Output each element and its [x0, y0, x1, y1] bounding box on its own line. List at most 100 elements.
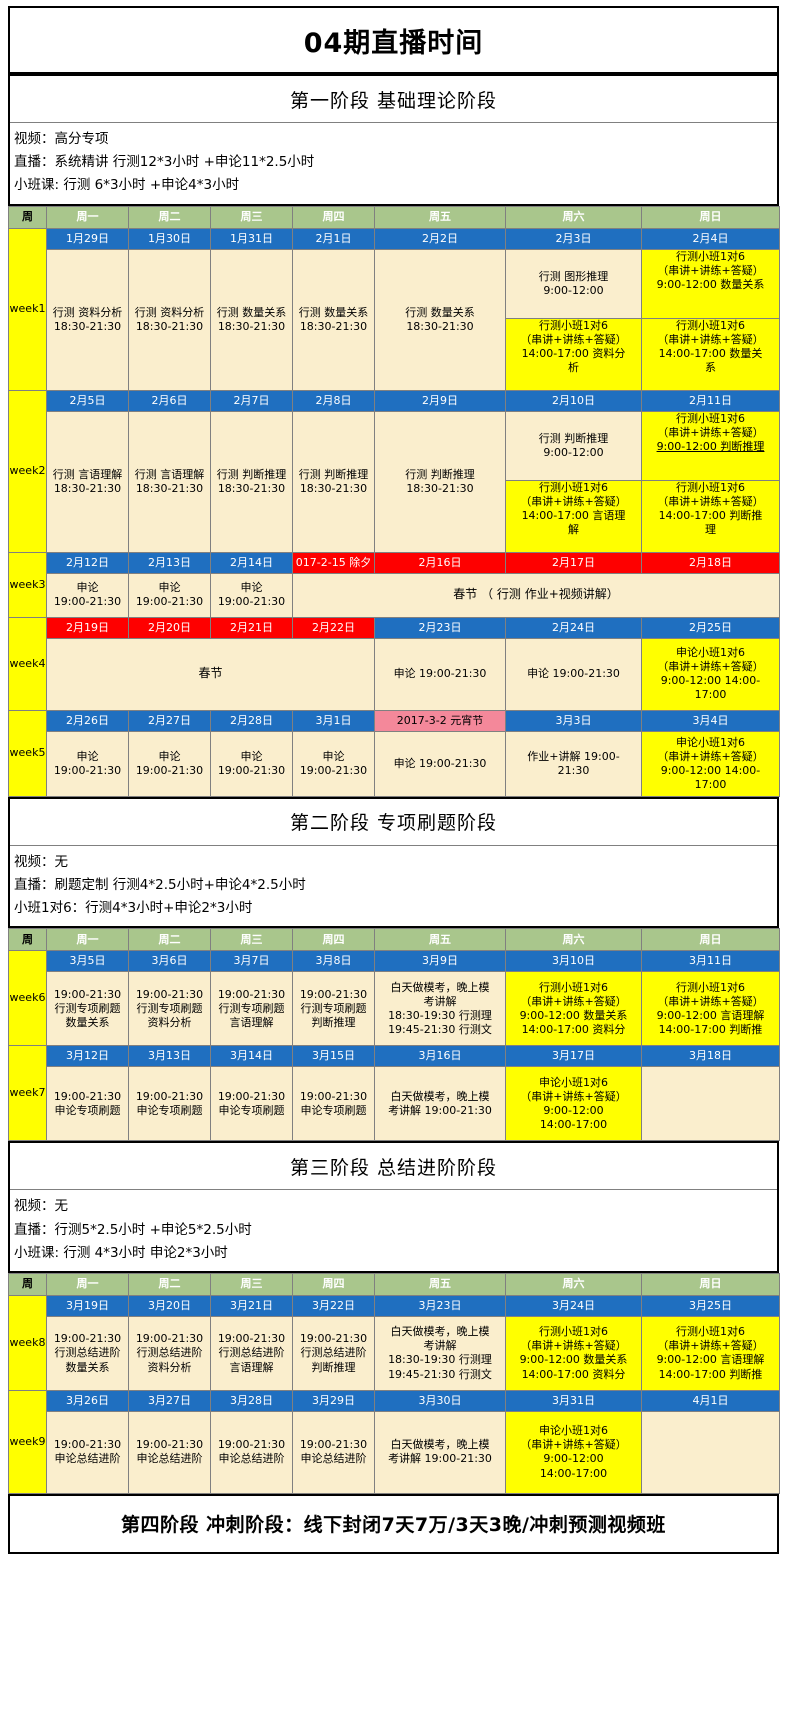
date-cell: 3月19日 — [46, 1294, 129, 1317]
class-subject: 行测小班1对6 — [676, 318, 745, 332]
class-cell: 19:00-21:30 申论专项刷题 — [128, 1066, 211, 1142]
class-subject: 申论 — [76, 749, 99, 763]
class-subject: 申论小班1对6 — [539, 1424, 608, 1438]
class-note-cont: 考讲解 — [423, 1339, 457, 1353]
class-time-cont: 系 — [705, 360, 716, 374]
class-subject: 申论 — [76, 581, 99, 595]
date-cell: 3月30日 — [374, 1389, 506, 1412]
week7-date-row: week7 3月12日 3月13日 3月14日 3月15日 3月16日 3月17… — [8, 1045, 780, 1142]
class-subject: 申论小班1对6 — [676, 646, 745, 659]
class-subject: 申论总结进阶 — [136, 1452, 203, 1466]
class-subject: 行测专项刷题 — [136, 1001, 203, 1015]
class-detail: （串讲+讲练+答疑） — [657, 425, 764, 439]
class-time: 19:00-21:30 — [299, 763, 368, 777]
class-subject: 行测 言语理解 — [52, 467, 123, 481]
week-label-week3: week3 — [8, 551, 47, 618]
class-time: 19:00-21:30 — [217, 763, 286, 777]
date-cell: 3月21日 — [210, 1294, 293, 1317]
class-detail: （串讲+讲练+答疑） — [657, 749, 764, 763]
class-topic: 资料分析 — [147, 1015, 192, 1029]
class-cell-bottom: 行测小班1对6 （串讲+讲练+答疑） 14:00-17:00 数量关 系 — [642, 318, 779, 390]
date-cell: 2月13日 — [128, 551, 211, 574]
date-cell: 2月3日 — [505, 227, 642, 250]
class-time: 19:00-21:30 — [217, 595, 286, 609]
date-cell-holiday: 2017-3-2 元宵节 — [374, 709, 506, 732]
week-label-week5: week5 — [8, 709, 47, 797]
col-header-tue: 周二 — [128, 1272, 211, 1296]
col-header-fri: 周五 — [374, 928, 506, 952]
class-topic: 判断推理 — [311, 1015, 356, 1029]
date-cell: 2月22日 — [292, 616, 375, 639]
class-note: 白天做模考，晚上模 — [390, 980, 490, 994]
date-cell: 3月27日 — [128, 1389, 211, 1412]
class-time-2: 14:00-17:00 — [539, 1466, 608, 1480]
class-cell-top: 行测小班1对6 （串讲+讲练+答疑） 9:00-12:00 数量关系 — [642, 250, 779, 319]
date-cell: 2月10日 — [505, 389, 642, 412]
class-subject: 行测小班1对6 — [539, 480, 608, 494]
class-note-cont: 考讲解 — [423, 994, 457, 1008]
class-subject: 申论 — [158, 749, 181, 763]
class-cell: 申论小班1对6 （串讲+讲练+答疑） 9:00-12:00 14:00- 17:… — [641, 730, 780, 797]
class-cell: 申论 19:00-21:30 — [46, 572, 129, 618]
class-subject: 申论专项刷题 — [218, 1103, 285, 1117]
class-time: 21:30 — [557, 763, 590, 777]
class-detail: （串讲+讲练+答疑） — [657, 1339, 764, 1353]
date-cell-holiday: 017-2-15 除夕 — [292, 551, 375, 574]
class-subject: 行测 数量关系 — [216, 305, 287, 319]
stage3-schedule: 周 周一 周二 周三 周四 周五 周六 周日 week8 3月19日 3月20日… — [8, 1272, 780, 1494]
class-cell: 行测 判断推理 18:30-21:30 — [210, 410, 293, 553]
class-subject: 行测小班1对6 — [539, 318, 608, 332]
class-detail: （串讲+讲练+答疑） — [520, 332, 627, 346]
class-cell-bottom: 行测小班1对6 （串讲+讲练+答疑） 14:00-17:00 资料分 析 — [506, 318, 641, 390]
date-cell: 2月21日 — [210, 616, 293, 639]
stage4-heading: 第四阶段 冲刺阶段：线下封闭7天7万/3天3晚/冲刺预测视频班 — [8, 1493, 779, 1554]
class-time: 19:00-21:30 — [53, 763, 122, 777]
class-cell: 申论小班1对6 （串讲+讲练+答疑） 9:00-12:00 14:00-17:0… — [505, 1066, 642, 1142]
date-cell: 3月16日 — [374, 1045, 506, 1068]
class-time: 18:30-21:30 — [53, 481, 122, 495]
col-header-week: 周 — [8, 205, 47, 229]
class-cell: 作业+讲解 19:00- 21:30 — [505, 730, 642, 797]
class-cell: 19:00-21:30 申论专项刷题 — [210, 1066, 293, 1142]
week-label-week2: week2 — [8, 389, 47, 553]
class-subject: 作业+讲解 19:00- — [527, 749, 620, 763]
class-time: 19:00-21:30 — [53, 987, 122, 1001]
class-time: 19:00-21:30 — [299, 1089, 368, 1103]
class-subject: 行测小班1对6 — [676, 980, 745, 994]
class-time: 9:00-12:00 言语理解 — [656, 1353, 765, 1367]
class-subject: 申论总结进阶 — [300, 1452, 367, 1466]
class-cell: 白天做模考，晚上模 考讲解 19:00-21:30 — [374, 1410, 506, 1494]
class-time-2: 19:45-21:30 行测文 — [388, 1367, 492, 1381]
date-cell: 3月22日 — [292, 1294, 375, 1317]
class-topic: 判断推理 — [311, 1360, 356, 1374]
class-time: 19:00-21:30 — [53, 1332, 122, 1346]
week3-content-row: 申论 19:00-21:30 申论 19:00-21:30 申论 19:00-2… — [9, 572, 780, 618]
class-subject: 申论小班1对6 — [676, 735, 745, 749]
date-cell: 3月29日 — [292, 1389, 375, 1412]
date-cell: 3月28日 — [210, 1389, 293, 1412]
class-cell: 申论 19:00-21:30 — [374, 637, 506, 711]
col-header-mon: 周一 — [46, 205, 129, 229]
class-cell: 19:00-21:30 申论专项刷题 — [46, 1066, 129, 1142]
stage1-heading: 第一阶段 基础理论阶段 — [8, 74, 779, 123]
class-time-2: 14:00-17:00 判断推 — [658, 1367, 763, 1381]
week9-content-row: 19:00-21:30 申论总结进阶 19:00-21:30 申论总结进阶 19… — [9, 1410, 780, 1494]
stage3-info-line-3: 小班课: 行测 4*3小时 申论2*3小时 — [14, 1244, 228, 1261]
week9-date-row: week9 3月26日 3月27日 3月28日 3月29日 3月30日 3月31… — [8, 1389, 780, 1494]
week8-content-row: 19:00-21:30 行测总结进阶 数量关系 19:00-21:30 行测总结… — [9, 1315, 780, 1391]
week-label-week9: week9 — [8, 1389, 47, 1494]
class-cell: 行测 数量关系 18:30-21:30 — [210, 248, 293, 391]
class-time: 18:30-21:30 — [299, 481, 368, 495]
class-cell-bottom: 行测小班1对6 （串讲+讲练+答疑） 14:00-17:00 判断推 理 — [642, 480, 779, 552]
class-cell: 19:00-21:30 行测总结进阶 数量关系 — [46, 1315, 129, 1391]
class-subject: 申论专项刷题 — [300, 1103, 367, 1117]
class-time: 19:00-21:30 — [217, 1332, 286, 1346]
class-detail: （串讲+讲练+答疑） — [657, 332, 764, 346]
class-detail: （串讲+讲练+答疑） — [520, 1339, 627, 1353]
date-cell: 3月6日 — [128, 950, 211, 973]
week6-date-row: week6 3月5日 3月6日 3月7日 3月8日 3月9日 3月10日 3月1… — [8, 950, 780, 1047]
class-subject: 行测 资料分析 — [134, 305, 205, 319]
stage4-table: 第四阶段 冲刺阶段：线下封闭7天7万/3天3晚/冲刺预测视频班 — [8, 1493, 779, 1554]
date-cell: 2月25日 — [641, 616, 780, 639]
class-cell-top: 行测 判断推理 9:00-12:00 — [506, 412, 641, 481]
